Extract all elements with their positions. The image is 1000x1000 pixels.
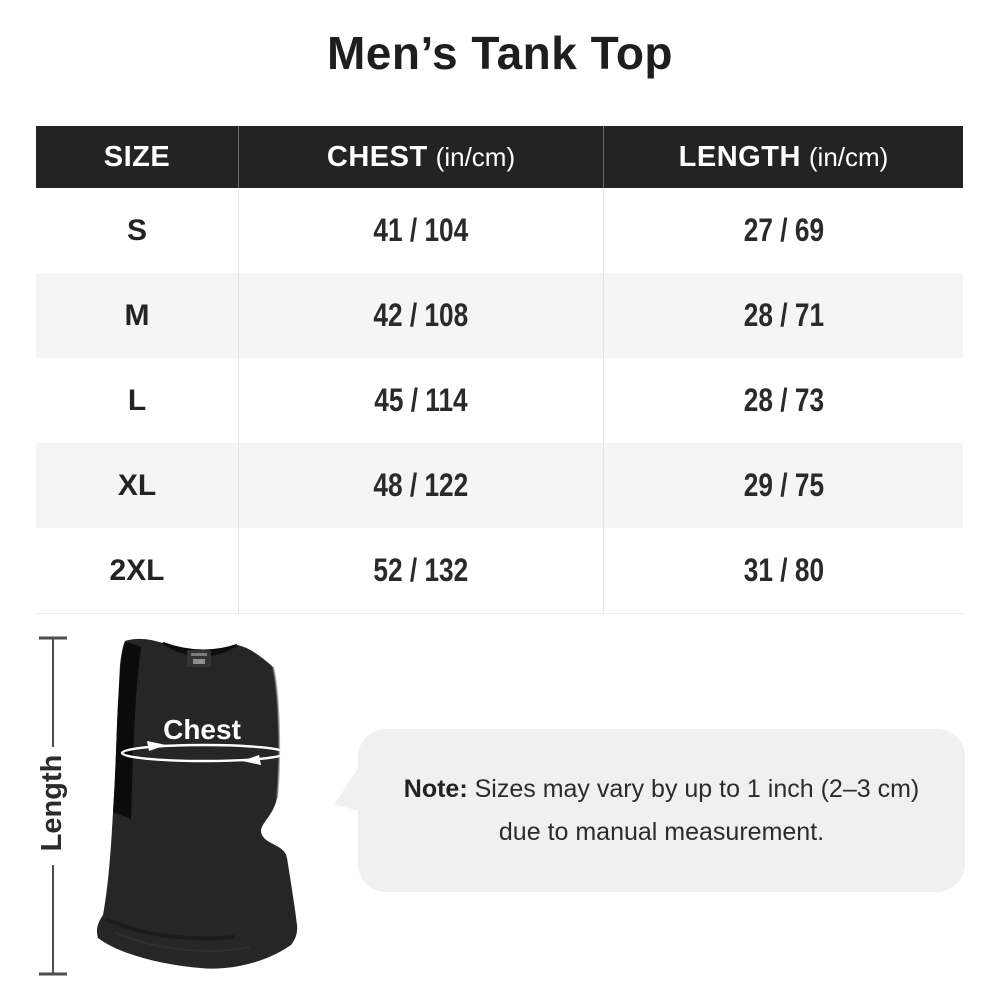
collar — [162, 642, 238, 657]
note-line-2: due to manual measurement. — [498, 817, 825, 846]
note-text-1: Sizes may vary by up to 1 inch (2–3 cm) — [474, 774, 920, 803]
size-value: M — [124, 298, 150, 332]
column-header-chest-label: CHEST — [326, 140, 428, 173]
table-row-2xl: 2XL 52 / 132 31 / 80 — [36, 528, 963, 613]
chest-value: 48 / 122 — [238, 443, 603, 528]
size-table: SIZE CHEST (in/cm) LENGTH (in/cm) S 41 /… — [36, 126, 963, 614]
column-header-chest: CHEST (in/cm) — [238, 126, 603, 188]
chest-value: 42 / 108 — [238, 273, 603, 358]
column-header-length-unit: (in/cm) — [808, 141, 889, 172]
column-header-length-label: LENGTH — [678, 140, 801, 173]
note-bubble-tail — [334, 765, 360, 811]
chest-value: 41 / 104 — [238, 188, 603, 273]
chest-value: 45 / 114 — [238, 358, 603, 443]
length-value: 28 / 71 — [603, 273, 963, 358]
chest-label: Chest — [163, 714, 241, 745]
note-bubble: Note: Sizes may vary by up to 1 inch (2–… — [334, 729, 965, 892]
column-header-size-label: SIZE — [103, 140, 171, 173]
note-line-1: Note: Sizes may vary by up to 1 inch (2–… — [358, 775, 965, 804]
table-header-row: SIZE CHEST (in/cm) LENGTH (in/cm) — [36, 126, 963, 188]
table-row-l: L 45 / 114 28 / 73 — [36, 358, 963, 443]
neck-tag — [187, 650, 211, 667]
length-value: 28 / 73 — [603, 358, 963, 443]
length-value: 27 / 69 — [603, 188, 963, 273]
table-row-s: S 41 / 104 27 / 69 — [36, 188, 963, 273]
column-header-length: LENGTH (in/cm) — [603, 126, 963, 188]
column-header-chest-unit: (in/cm) — [435, 141, 516, 172]
column-header-size: SIZE — [36, 126, 238, 188]
tank-body — [96, 638, 298, 969]
chest-measure-arrow — [120, 741, 288, 765]
table-body: S 41 / 104 27 / 69 M 42 / 108 28 / 71 L … — [36, 188, 963, 614]
size-value: XL — [117, 468, 157, 502]
tank-top-image: Chest — [96, 638, 298, 969]
size-value: 2XL — [109, 553, 165, 587]
length-measure-line — [39, 636, 67, 976]
table-row-m: M 42 / 108 28 / 71 — [36, 273, 963, 358]
size-value: L — [127, 383, 147, 417]
page-title: Men’s Tank Top — [326, 27, 674, 79]
size-value: S — [126, 213, 147, 247]
length-value: 31 / 80 — [603, 528, 963, 613]
note-prefix: Note: — [403, 774, 468, 803]
length-label: Length — [36, 754, 68, 852]
chest-value: 52 / 132 — [238, 528, 603, 613]
armhole-shadow — [113, 641, 141, 819]
length-value: 29 / 75 — [603, 443, 963, 528]
table-row-xl: XL 48 / 122 29 / 75 — [36, 443, 963, 528]
